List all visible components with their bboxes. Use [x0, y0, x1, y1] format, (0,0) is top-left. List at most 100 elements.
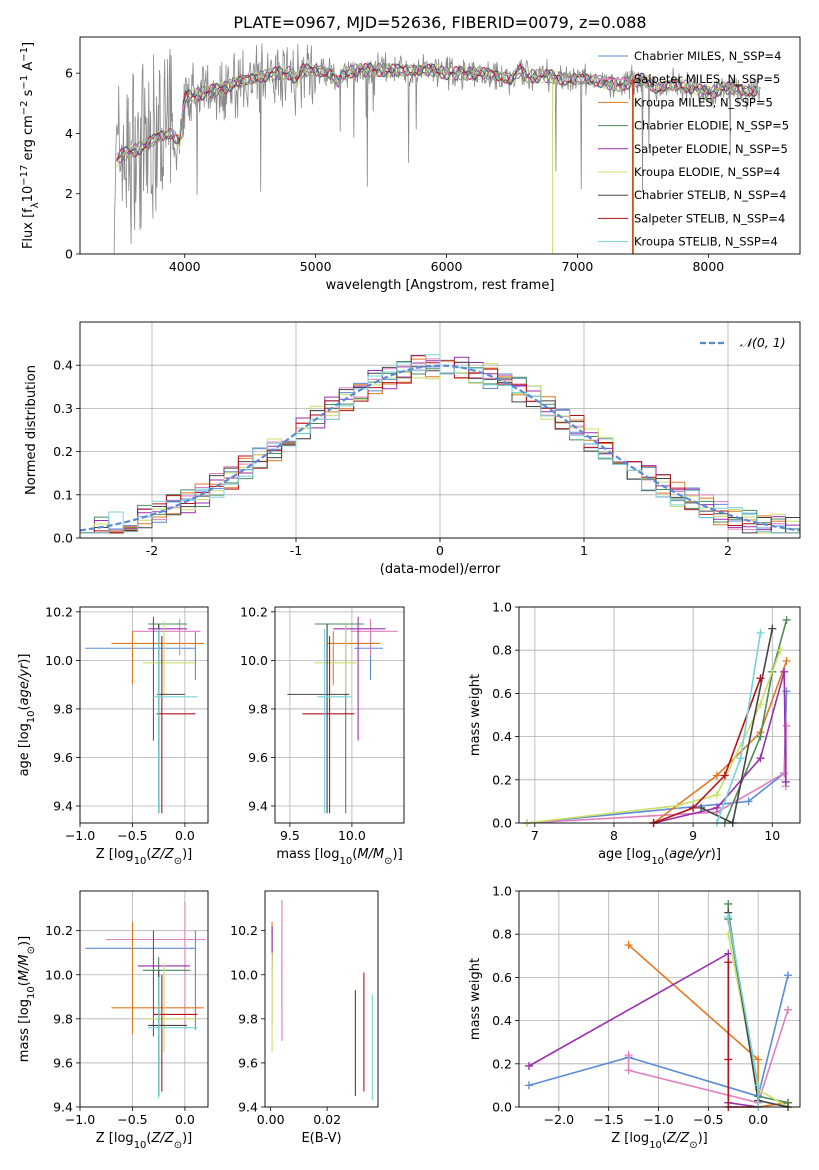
mass-weight-line	[528, 975, 789, 1098]
x-tick-label: 0.0	[748, 1112, 768, 1127]
label-part: )]	[17, 936, 32, 946]
y-tick-label: 0.4	[492, 729, 512, 744]
model-spectrum-line	[116, 62, 758, 160]
label-part: ⊙	[26, 946, 37, 954]
y-tick-label: 0.0	[492, 1100, 512, 1115]
x-tick-label: −2.0	[544, 1112, 574, 1127]
label-part: age [log	[598, 847, 651, 862]
y-tick-label: 10.0	[45, 653, 73, 668]
y-tick-label: 0.2	[492, 1056, 512, 1071]
label-part: 10	[340, 856, 353, 867]
x-tick-label: 0.02	[313, 1112, 341, 1127]
label-part: Z [log	[96, 1131, 134, 1146]
model-spectrum-line	[116, 63, 759, 161]
y-tick-label: 10.2	[230, 923, 258, 938]
legend-label: Chabrier MILES, N_SSP=4	[634, 49, 781, 63]
label-part: (	[146, 1131, 151, 1146]
y-tick-label: 0	[65, 247, 73, 262]
x-tick-label: -1	[290, 543, 302, 558]
y-tick-label: 1.0	[492, 600, 512, 615]
mass-weight-marker	[754, 1081, 763, 1090]
y-axis-label: mass weight	[468, 674, 483, 756]
x-tick-label: −1.0	[65, 1112, 95, 1127]
y-tick-label: 10.2	[45, 604, 73, 619]
y-tick-label: 0.4	[492, 1013, 512, 1028]
y-tick-label: 0.6	[492, 970, 512, 985]
x-tick-label: 7000	[562, 259, 594, 274]
x-tick-label: 8000	[692, 259, 724, 274]
y-tick-label: 9.8	[238, 1011, 258, 1026]
plot-frame	[79, 606, 209, 824]
mass-weight-marker	[756, 628, 765, 637]
x-tick-label: 9.5	[280, 828, 300, 843]
x-tick-label: 0.00	[257, 1112, 285, 1127]
y-tick-label: 0.0	[53, 531, 73, 546]
mass-weight-marker	[782, 657, 791, 665]
mass-weight-marker	[756, 700, 765, 709]
model-spectrum-line	[116, 62, 758, 161]
x-tick-label: 6000	[431, 259, 463, 274]
label-part: )]	[698, 1131, 708, 1146]
y-tick-label: 9.6	[248, 750, 268, 765]
mass-weight-line	[627, 1009, 789, 1104]
x-tick-label: 2	[724, 543, 732, 558]
mass-weight-marker	[689, 803, 698, 812]
mass-weight-marker	[720, 771, 729, 780]
y-tick-label: 9.6	[53, 1055, 73, 1070]
x-tick-label: −1.0	[65, 828, 95, 843]
mass-weight-marker	[724, 899, 733, 908]
x-tick-label: −0.5	[117, 1112, 147, 1127]
mass-weight-marker	[768, 624, 777, 633]
label-part: Z [log	[611, 1131, 649, 1146]
mass-weight-marker	[724, 912, 733, 921]
x-tick-label: 7	[531, 828, 539, 843]
label-part: Z [log	[96, 847, 134, 862]
y-axis-label: age [log10(age/yr)]	[17, 654, 37, 777]
label-part: mass [log	[17, 999, 32, 1062]
mass_vs_ebv-axes	[261, 930, 328, 1111]
label-part: ⊙	[174, 856, 182, 867]
mass-weight-marker	[780, 769, 789, 778]
mass-weight-marker	[781, 777, 790, 786]
legend-label: Kroupa STELIB, N_SSP=4	[634, 235, 778, 249]
x-tick-label: −1.5	[594, 1112, 624, 1127]
mass-weight-marker	[524, 1081, 533, 1090]
y-tick-label: 10.0	[240, 653, 268, 668]
label-part: (	[146, 847, 151, 862]
mass-weight-line	[653, 678, 762, 824]
legend-label: Salpeter STELIB, N_SSP=4	[634, 211, 785, 225]
label-part: age/yr	[17, 662, 32, 705]
y-tick-label: 2	[65, 186, 73, 201]
mass-weight-marker	[754, 1055, 763, 1064]
y-tick-label: 0.6	[492, 686, 512, 701]
x-tick-label: 10	[764, 828, 780, 843]
y-tick-label: 9.8	[53, 701, 73, 716]
x-axis-label: E(B-V)	[301, 1131, 341, 1146]
label-part: mass [log	[276, 847, 339, 862]
y-tick-label: 6	[65, 66, 73, 81]
label-part: age/yr	[669, 847, 712, 862]
plot-frame	[264, 890, 379, 1108]
x-axis-label: Z [log10(Z/Z⊙)]	[96, 1131, 193, 1151]
y-axis-label: mass [log10(M/M⊙)]	[17, 936, 37, 1062]
label-part: (	[664, 847, 669, 862]
x-axis-label: Z [log10(Z/Z⊙)]	[611, 1131, 708, 1151]
x-tick-label: 8	[610, 828, 618, 843]
plot-frame	[79, 890, 209, 1108]
label-part: Z/Z	[666, 1131, 690, 1146]
label-part: M/M	[357, 847, 384, 862]
label-part: 10	[26, 710, 37, 723]
legend-label: Kroupa ELODIE, N_SSP=4	[634, 165, 780, 179]
label-part: )]	[393, 847, 403, 862]
y-tick-label: 10.0	[230, 967, 258, 982]
x-tick-label: −0.5	[117, 828, 147, 843]
mass-weight-marker	[673, 801, 682, 810]
y-tick-label: 0.4	[53, 358, 73, 373]
mass-weight-marker	[756, 732, 765, 741]
label-part: 10	[21, 186, 36, 203]
legend-label: Salpeter MILES, N_SSP=5	[634, 72, 780, 86]
y-tick-label: 9.6	[238, 1055, 258, 1070]
x-tick-label: 9	[689, 828, 697, 843]
mass-weight-line	[724, 619, 788, 824]
